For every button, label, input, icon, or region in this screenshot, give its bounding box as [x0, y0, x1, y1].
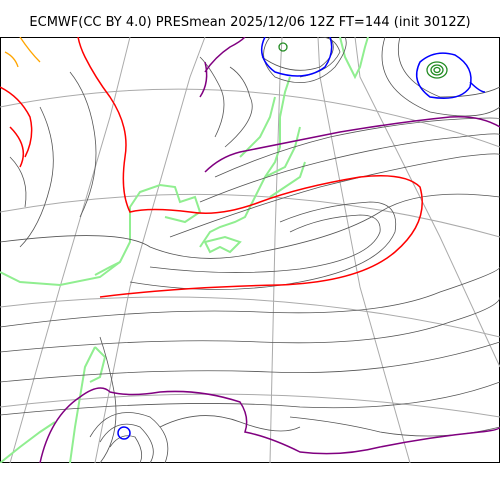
map-border	[0, 37, 500, 463]
isobar	[99, 336, 117, 463]
isobar-blue	[469, 81, 486, 93]
isobar-blue	[415, 52, 472, 99]
parallel-line	[0, 193, 500, 238]
graticule	[0, 37, 500, 463]
coastline	[89, 346, 107, 383]
isobar	[89, 412, 169, 463]
coastline	[264, 126, 301, 178]
isobar	[0, 341, 500, 383]
isobar-purple	[204, 37, 246, 73]
parallel-line	[0, 296, 500, 338]
isobar	[159, 415, 301, 432]
meridian-line	[9, 37, 131, 463]
isobar-purple	[204, 115, 500, 173]
isobar	[0, 266, 500, 328]
coastline	[239, 96, 276, 158]
isobars-thin	[0, 37, 500, 463]
isobar	[199, 133, 500, 203]
meridian-line	[354, 37, 500, 368]
coastline	[0, 421, 56, 463]
isobar	[19, 106, 54, 248]
coastline	[94, 261, 121, 276]
isobar-purple	[39, 387, 500, 463]
isobar-red	[77, 37, 423, 298]
pressure-map[interactable]	[0, 37, 500, 463]
isobar	[0, 381, 500, 416]
isobar-blue	[260, 37, 333, 77]
isobars-purple	[39, 37, 500, 463]
isobar-red	[9, 126, 25, 168]
isobar	[149, 214, 381, 273]
isobars-darkgreen	[278, 42, 448, 79]
isobars-red	[0, 37, 423, 298]
isobar	[129, 201, 397, 290]
coastline	[0, 183, 202, 287]
isobar	[0, 193, 500, 259]
isobar-blue	[117, 426, 131, 440]
map-title: ECMWF(CC BY 4.0) PRESmean 2025/12/06 12Z…	[29, 15, 471, 30]
isobar	[109, 435, 143, 463]
parallel-line	[0, 88, 500, 148]
isobar-orange	[19, 37, 41, 63]
isobar-purple	[199, 61, 208, 98]
isobar	[261, 37, 334, 71]
meridian-line	[94, 37, 206, 463]
coastline	[269, 161, 306, 198]
coastline	[339, 37, 369, 80]
parallel-line	[0, 393, 500, 418]
isobar-darkgreen	[430, 64, 444, 76]
isobar-orange	[4, 51, 19, 68]
isobar	[69, 71, 97, 218]
isobar-red	[0, 86, 33, 158]
isobars-blue	[117, 37, 486, 440]
isobar-darkgreen	[433, 66, 441, 74]
isobar	[224, 66, 253, 148]
map-canvas	[0, 37, 500, 463]
isobar	[0, 296, 500, 353]
isobar	[9, 156, 27, 208]
coastline	[203, 235, 242, 254]
isobar	[381, 37, 500, 117]
isobar	[99, 423, 154, 463]
isobar	[214, 117, 500, 178]
isobar-darkgreen	[278, 42, 288, 52]
isobars-orange	[4, 37, 41, 68]
isobar-darkgreen	[426, 61, 448, 79]
coastline	[199, 76, 291, 248]
